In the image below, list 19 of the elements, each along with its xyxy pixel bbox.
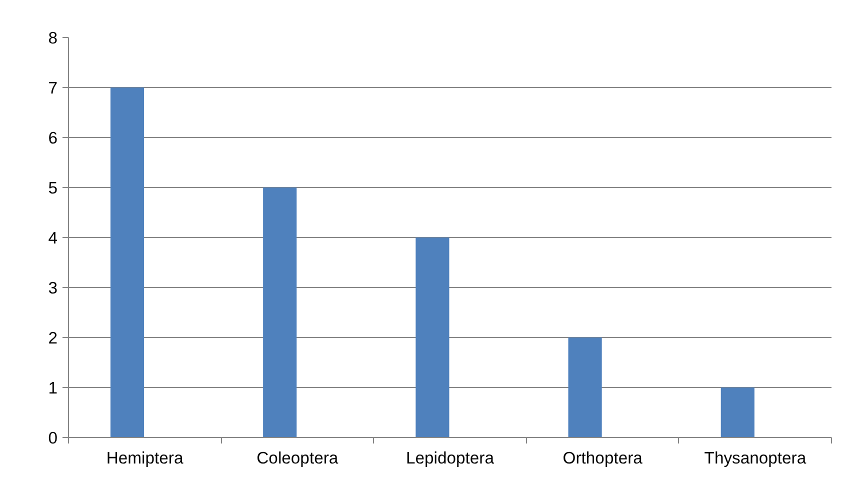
y-tick-label: 8 xyxy=(48,28,58,48)
y-tick-label: 6 xyxy=(48,128,58,148)
y-tick-label: 5 xyxy=(48,178,58,198)
x-tick-label: Orthoptera xyxy=(562,448,644,468)
bar xyxy=(263,188,297,438)
x-tick-label: Lepidoptera xyxy=(406,448,495,468)
y-tick-label: 4 xyxy=(48,228,58,248)
y-tick-label: 3 xyxy=(48,278,58,298)
y-tick-label: 0 xyxy=(48,428,58,448)
bar xyxy=(110,88,144,438)
x-tick-label: Coleoptera xyxy=(256,448,339,468)
y-tick-label: 1 xyxy=(48,378,58,398)
bar xyxy=(568,338,602,438)
y-tick-label: 7 xyxy=(48,78,58,98)
bar xyxy=(720,388,754,438)
y-tick-label: 2 xyxy=(48,328,58,348)
x-tick-label: Hemiptera xyxy=(106,448,184,468)
bar xyxy=(416,238,450,438)
x-tick-label: Thysanoptera xyxy=(704,448,807,468)
